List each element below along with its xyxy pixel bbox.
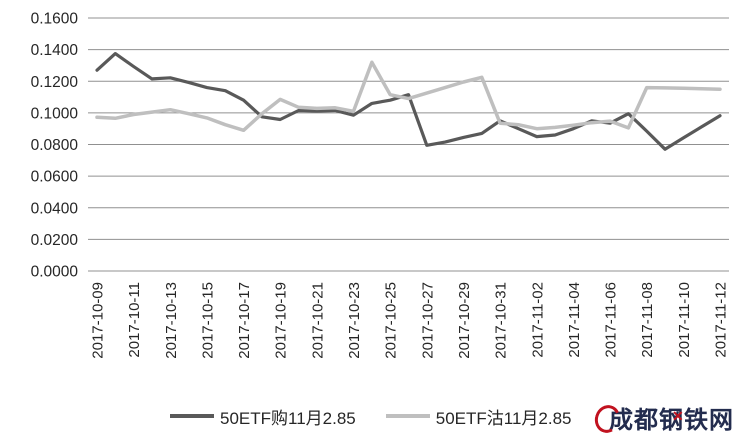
x-axis-tick-label: 2017-10-09: [90, 282, 107, 359]
x-axis-tick-label: 2017-10-19: [273, 282, 290, 359]
y-axis-tick-label: 0.1200: [31, 74, 79, 91]
chart-legend: 50ETF购11月2.85 50ETF沽11月2.85: [170, 402, 572, 430]
y-axis-tick-label: 0.1600: [31, 11, 79, 28]
y-axis-tick-label: 0.0400: [31, 200, 79, 217]
y-axis-tick-label: 0.1000: [31, 105, 79, 122]
y-axis-tick-label: 0.0600: [31, 169, 79, 186]
x-axis-tick-label: 2017-10-25: [383, 282, 400, 359]
x-axis-tick-label: 2017-10-31: [493, 282, 510, 359]
x-axis-tick-label: 2017-10-29: [456, 282, 473, 359]
x-axis-tick-label: 2017-11-04: [566, 282, 583, 358]
x-axis-tick-label: 2017-10-27: [419, 282, 436, 359]
x-axis-tick-label: 2017-11-10: [676, 282, 693, 358]
watermark-logo: 成都钢铁网 ✕: [591, 401, 734, 437]
y-axis-tick-label: 0.1400: [31, 42, 79, 59]
x-axis-tick-label: 2017-10-11: [126, 282, 143, 358]
watermark-text: 成都钢铁网: [609, 406, 734, 434]
legend-label-call-option: 50ETF购11月2.85: [220, 408, 356, 428]
x-axis-tick-label: 2017-10-17: [236, 282, 253, 359]
x-axis-tick-label: 2017-11-06: [603, 282, 620, 358]
legend-line-swatch-dark: [170, 414, 214, 418]
x-axis-tick-label: 2017-11-12: [713, 282, 730, 358]
legend-label-put-option: 50ETF沽11月2.85: [435, 408, 572, 428]
series-line-0: [95, 51, 722, 151]
series-line-1: [95, 60, 722, 133]
y-axis-tick-label: 0.0200: [31, 232, 79, 249]
x-axis-tick-label: 2017-10-13: [163, 282, 180, 359]
x-axis-tick-label: 2017-11-02: [529, 282, 546, 358]
y-axis-tick-label: 0.0800: [31, 137, 79, 154]
legend-item-put-option: 50ETF沽11月2.85: [385, 404, 572, 429]
y-axis-tick-label: 0.0000: [31, 264, 79, 281]
x-axis-tick-label: 2017-10-15: [199, 282, 216, 359]
x-axis-tick-label: 2017-11-08: [639, 282, 656, 358]
x-axis-tick-label: 2017-10-21: [309, 282, 326, 359]
watermark-red-x-icon: ✕: [672, 408, 684, 424]
x-axis-tick-label: 2017-10-23: [346, 282, 363, 359]
legend-line-swatch-light: [385, 414, 430, 418]
legend-item-call-option: 50ETF购11月2.85: [170, 404, 356, 429]
